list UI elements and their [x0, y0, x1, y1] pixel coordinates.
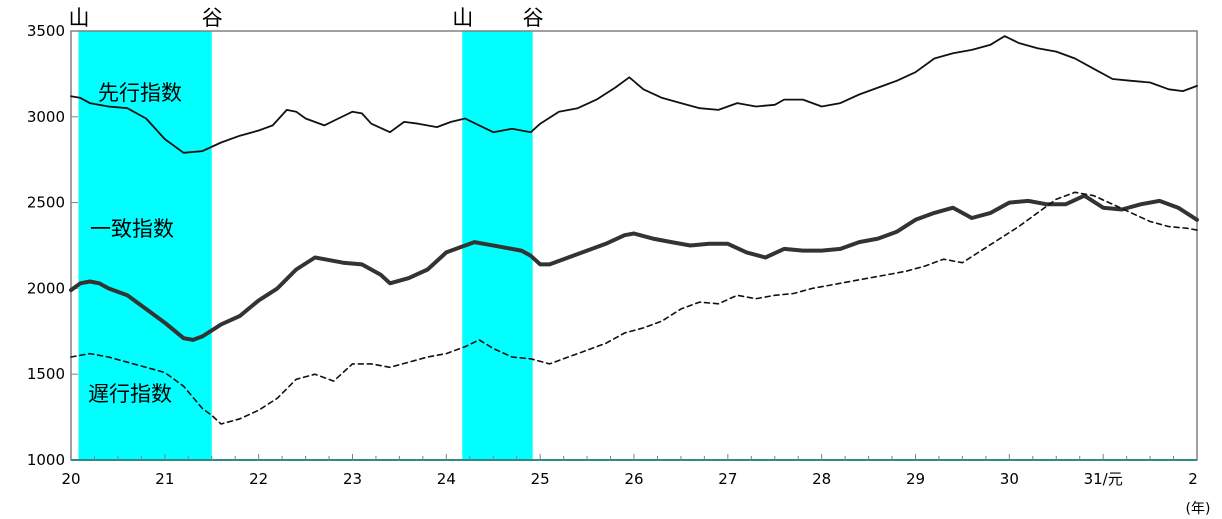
trough-label-2: 谷 [523, 6, 544, 30]
x-tick-label-5: 24 [437, 470, 456, 488]
series-line-3 [70, 191, 1198, 425]
series-label-2: 一致指数 [90, 217, 174, 241]
series-line-1 [70, 35, 1198, 154]
x-tick-label-11: 30 [1000, 470, 1019, 488]
recession-band-1 [78, 31, 212, 460]
y-tick-label-2000: 2000 [27, 279, 65, 297]
series-line-2 [69, 193, 1199, 342]
x-tick-label-6: 25 [531, 470, 550, 488]
y-tick-label-2500: 2500 [27, 194, 65, 212]
series-label-1: 先行指数 [98, 81, 182, 105]
y-tick-label-3500: 3500 [27, 22, 65, 40]
x-tick-label-3: 22 [249, 470, 268, 488]
y-tick-label-1500: 1500 [27, 365, 65, 383]
y-tick-label-3000: 3000 [27, 108, 65, 126]
x-tick-label-10: 29 [906, 470, 925, 488]
series-lines [69, 35, 1199, 425]
x-tick-label-2: 21 [155, 470, 174, 488]
x-tick-label-7: 26 [624, 470, 643, 488]
peak-label-1: 山 [69, 6, 90, 30]
y-tick-label-1000: 1000 [27, 451, 65, 469]
x-tick-label-8: 27 [718, 470, 737, 488]
x-tick-label-1: 20 [61, 470, 80, 488]
x-tick-label-13: 2 [1188, 470, 1198, 488]
plot-frame [70, 30, 1198, 461]
trough-label-1: 谷 [202, 6, 223, 30]
peak-label-2: 山 [452, 6, 473, 30]
x-tick-label-9: 28 [812, 470, 831, 488]
x-unit-label: (年) [1186, 501, 1211, 517]
series-label-3: 遅行指数 [88, 382, 172, 406]
axes: 1000 1500 2000 2500 3000 3500 20 21 22 23 24 25 26 27… [27, 22, 1211, 517]
x-tick-label-4: 23 [343, 470, 362, 488]
x-tick-label-12: 31/元 [1084, 470, 1123, 488]
